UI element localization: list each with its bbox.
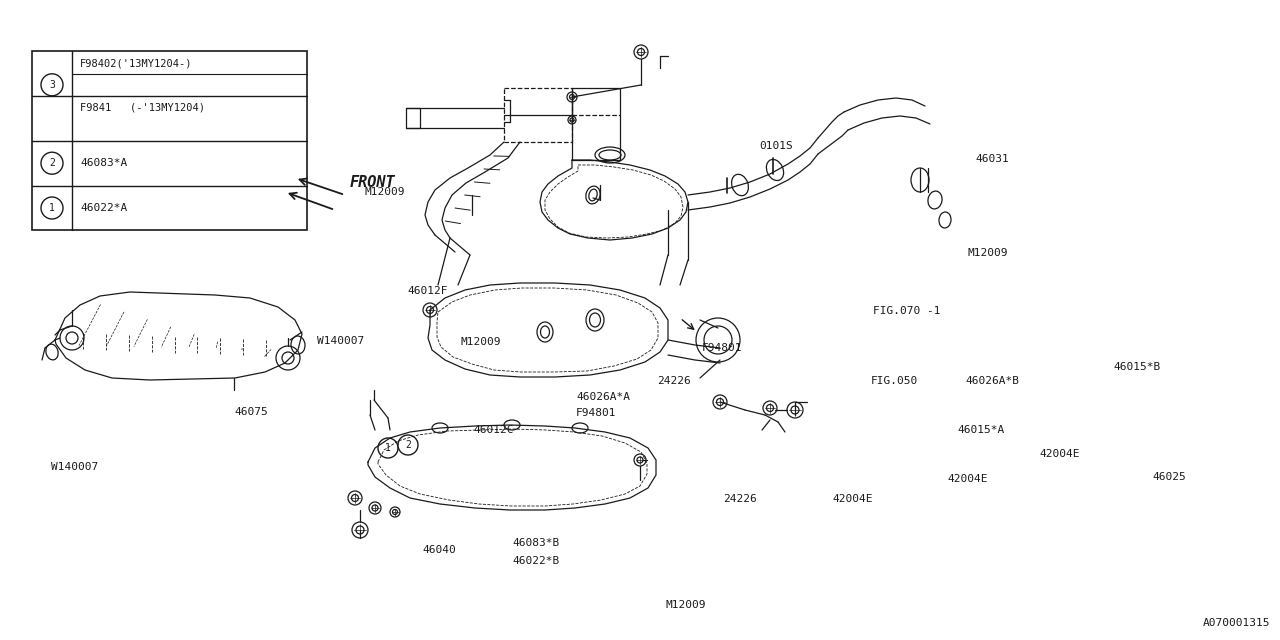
Text: 46015*B: 46015*B xyxy=(1114,362,1161,372)
Circle shape xyxy=(41,74,63,96)
Text: F98402('13MY1204-): F98402('13MY1204-) xyxy=(79,59,192,68)
Text: FIG.050: FIG.050 xyxy=(870,376,918,386)
Circle shape xyxy=(378,438,398,458)
Text: F94801: F94801 xyxy=(576,408,617,419)
Text: M12009: M12009 xyxy=(461,337,502,348)
Bar xyxy=(504,88,572,142)
Text: 2: 2 xyxy=(49,158,55,168)
Text: 46022*A: 46022*A xyxy=(79,203,127,213)
Text: 46040: 46040 xyxy=(422,545,456,556)
Text: F9841   (-'13MY1204): F9841 (-'13MY1204) xyxy=(79,102,205,112)
Text: 46083*B: 46083*B xyxy=(512,538,559,548)
Text: W140007: W140007 xyxy=(317,336,365,346)
Text: 46025: 46025 xyxy=(1152,472,1185,482)
Text: 24226: 24226 xyxy=(723,494,756,504)
Text: 42004E: 42004E xyxy=(832,494,873,504)
Text: M12009: M12009 xyxy=(365,187,406,197)
Text: FRONT: FRONT xyxy=(349,175,396,189)
Circle shape xyxy=(398,435,419,455)
Text: 46026A*B: 46026A*B xyxy=(965,376,1019,386)
Circle shape xyxy=(41,152,63,174)
Text: FIG.070 -1: FIG.070 -1 xyxy=(873,306,941,316)
Text: 1: 1 xyxy=(385,443,390,453)
Text: 2: 2 xyxy=(404,440,411,450)
Text: 24226: 24226 xyxy=(657,376,690,386)
Text: M12009: M12009 xyxy=(968,248,1009,258)
Text: 46075: 46075 xyxy=(234,407,268,417)
Bar xyxy=(32,51,307,230)
Text: W140007: W140007 xyxy=(51,462,99,472)
Text: F94801: F94801 xyxy=(701,342,742,353)
Text: A070001315: A070001315 xyxy=(1202,618,1270,628)
Text: 0101S: 0101S xyxy=(759,141,792,151)
Circle shape xyxy=(41,197,63,219)
Text: 46026A*A: 46026A*A xyxy=(576,392,630,402)
Text: M12009: M12009 xyxy=(666,600,707,611)
Text: 46012F: 46012F xyxy=(407,286,448,296)
Text: 3: 3 xyxy=(49,80,55,90)
Text: 42004E: 42004E xyxy=(947,474,988,484)
Text: 46012C: 46012C xyxy=(474,425,515,435)
Text: 46031: 46031 xyxy=(975,154,1009,164)
Text: 42004E: 42004E xyxy=(1039,449,1080,460)
Text: 1: 1 xyxy=(49,203,55,213)
Text: 46083*A: 46083*A xyxy=(79,158,127,168)
Text: 46022*B: 46022*B xyxy=(512,556,559,566)
Text: 46015*A: 46015*A xyxy=(957,425,1005,435)
